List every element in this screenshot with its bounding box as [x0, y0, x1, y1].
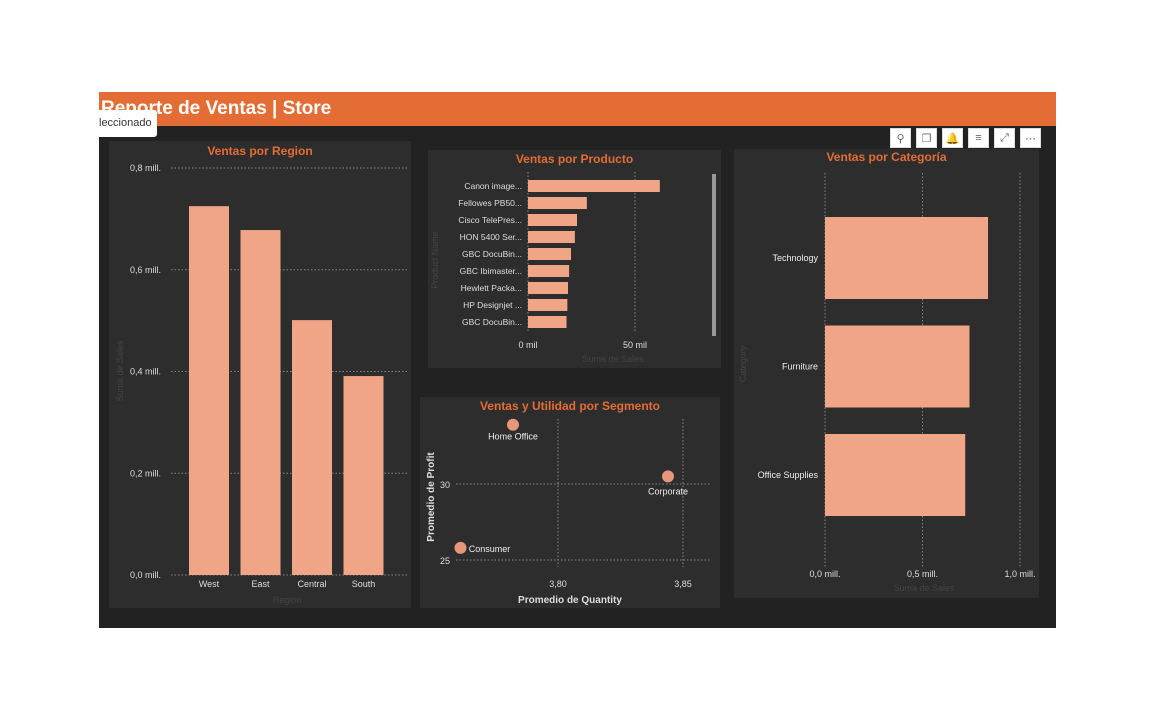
- bar: [528, 265, 570, 277]
- bar-east: [240, 230, 281, 575]
- bar: [528, 214, 578, 226]
- bar: [528, 180, 660, 192]
- x-tick-label: West: [199, 579, 220, 589]
- pin-icon[interactable]: ⚲: [890, 128, 911, 148]
- y-tick-label: 0,4 mill.: [130, 367, 161, 377]
- y-tick-label: 0,6 mill.: [130, 265, 161, 275]
- chart-ventas-utilidad-segmento[interactable]: Ventas y Utilidad por Segmento 3,80 3,85 2…: [420, 397, 720, 608]
- x-tick-label: 0 mil: [518, 340, 537, 350]
- bar: [528, 282, 569, 294]
- bar-office-supplies: [825, 434, 966, 516]
- point-consumer: [454, 541, 467, 554]
- tooltip: leccionado: [99, 110, 157, 137]
- chart-ventas-por-producto[interactable]: Ventas por Producto 0 mil 50 mil Canon ima…: [428, 150, 721, 368]
- x-axis-title: Region: [273, 595, 302, 605]
- x-tick-label: Central: [297, 579, 326, 589]
- x-tick-label: 3,80: [549, 579, 567, 589]
- visual-toolbar: ⚲ ❐ 🔔 ≡ ⤢ ⋯: [890, 128, 1041, 148]
- bar: [528, 231, 575, 243]
- y-axis-title: Category: [738, 345, 748, 382]
- filter-icon[interactable]: ≡: [968, 128, 989, 148]
- y-tick-label: GBC DocuBin...: [462, 317, 522, 327]
- chart-ventas-por-categoria[interactable]: Ventas por Categoría 0,0 mill. 0,5 mill. 1…: [734, 149, 1039, 598]
- point-corporate: [662, 470, 674, 483]
- x-tick-label: 1,0 mill.: [1004, 569, 1035, 579]
- x-axis-title: Suma de Sales: [893, 583, 955, 593]
- y-tick-label: Canon image...: [464, 181, 522, 191]
- y-tick-label: Fellowes PB50...: [458, 198, 522, 208]
- y-tick-label: GBC DocuBin...: [462, 249, 522, 259]
- chart-title: Ventas y Utilidad por Segmento: [479, 399, 661, 413]
- point-label: Home Office: [488, 432, 538, 442]
- chart-title: Ventas por Region: [207, 144, 313, 158]
- x-tick-label: 0,0 mill.: [809, 569, 840, 579]
- bar-furniture: [825, 325, 970, 408]
- scrollbar[interactable]: [712, 174, 716, 336]
- more-options-icon[interactable]: ⋯: [1020, 128, 1041, 148]
- x-tick-label: 3,85: [674, 579, 692, 589]
- chart-title: Ventas por Categoría: [826, 150, 947, 164]
- y-tick-label: HON 5400 Ser...: [460, 232, 522, 242]
- bar: [528, 197, 587, 209]
- focus-mode-icon[interactable]: ⤢: [994, 128, 1015, 148]
- bell-icon[interactable]: 🔔: [942, 128, 963, 148]
- y-tick-label: Office Supplies: [758, 470, 819, 480]
- x-tick-label: 0,5 mill.: [907, 569, 938, 579]
- point-label: Consumer: [469, 544, 511, 554]
- chart-title: Ventas por Producto: [515, 152, 634, 166]
- y-tick-label: 0,2 mill.: [130, 468, 161, 478]
- y-tick-label: Hewlett Packa...: [461, 283, 522, 293]
- y-tick-label: 25: [440, 556, 450, 566]
- x-axis-title: Suma de Sales: [582, 354, 644, 364]
- bar: [528, 316, 567, 328]
- y-tick-label: 30: [440, 480, 450, 490]
- x-tick-label: 50 mil: [623, 340, 647, 350]
- y-axis-title: Product Name: [430, 231, 440, 289]
- y-tick-label: GBC Ibimaster...: [460, 266, 522, 276]
- bar: [528, 299, 568, 311]
- y-tick-label: Technology: [772, 253, 818, 263]
- copy-icon[interactable]: ❐: [916, 128, 937, 148]
- y-axis-title: Promedio de Profit: [426, 452, 437, 542]
- y-tick-label: 0,8 mill.: [130, 163, 161, 173]
- y-tick-label: 0,0 mill.: [130, 570, 161, 580]
- y-axis-title: Suma de Sales: [115, 340, 125, 402]
- point-home-office: [507, 418, 519, 431]
- x-tick-label: South: [352, 579, 376, 589]
- y-tick-label: HP Designjet ...: [463, 300, 522, 310]
- y-tick-label: Cisco TelePres...: [458, 215, 522, 225]
- point-label: Corporate: [648, 486, 688, 496]
- y-tick-label: Furniture: [782, 362, 818, 372]
- bar: [528, 248, 572, 260]
- bar-technology: [825, 217, 989, 299]
- bar-south: [343, 376, 384, 575]
- x-tick-label: East: [251, 579, 270, 589]
- x-axis-title: Promedio de Quantity: [518, 595, 622, 606]
- bar-west: [189, 206, 229, 575]
- chart-ventas-por-region[interactable]: Ventas por Region 0,0 mill. 0,2 mill. 0,4 …: [109, 141, 411, 608]
- bar-central: [292, 320, 332, 575]
- report-title: Reporte de Ventas | Store: [99, 92, 1056, 126]
